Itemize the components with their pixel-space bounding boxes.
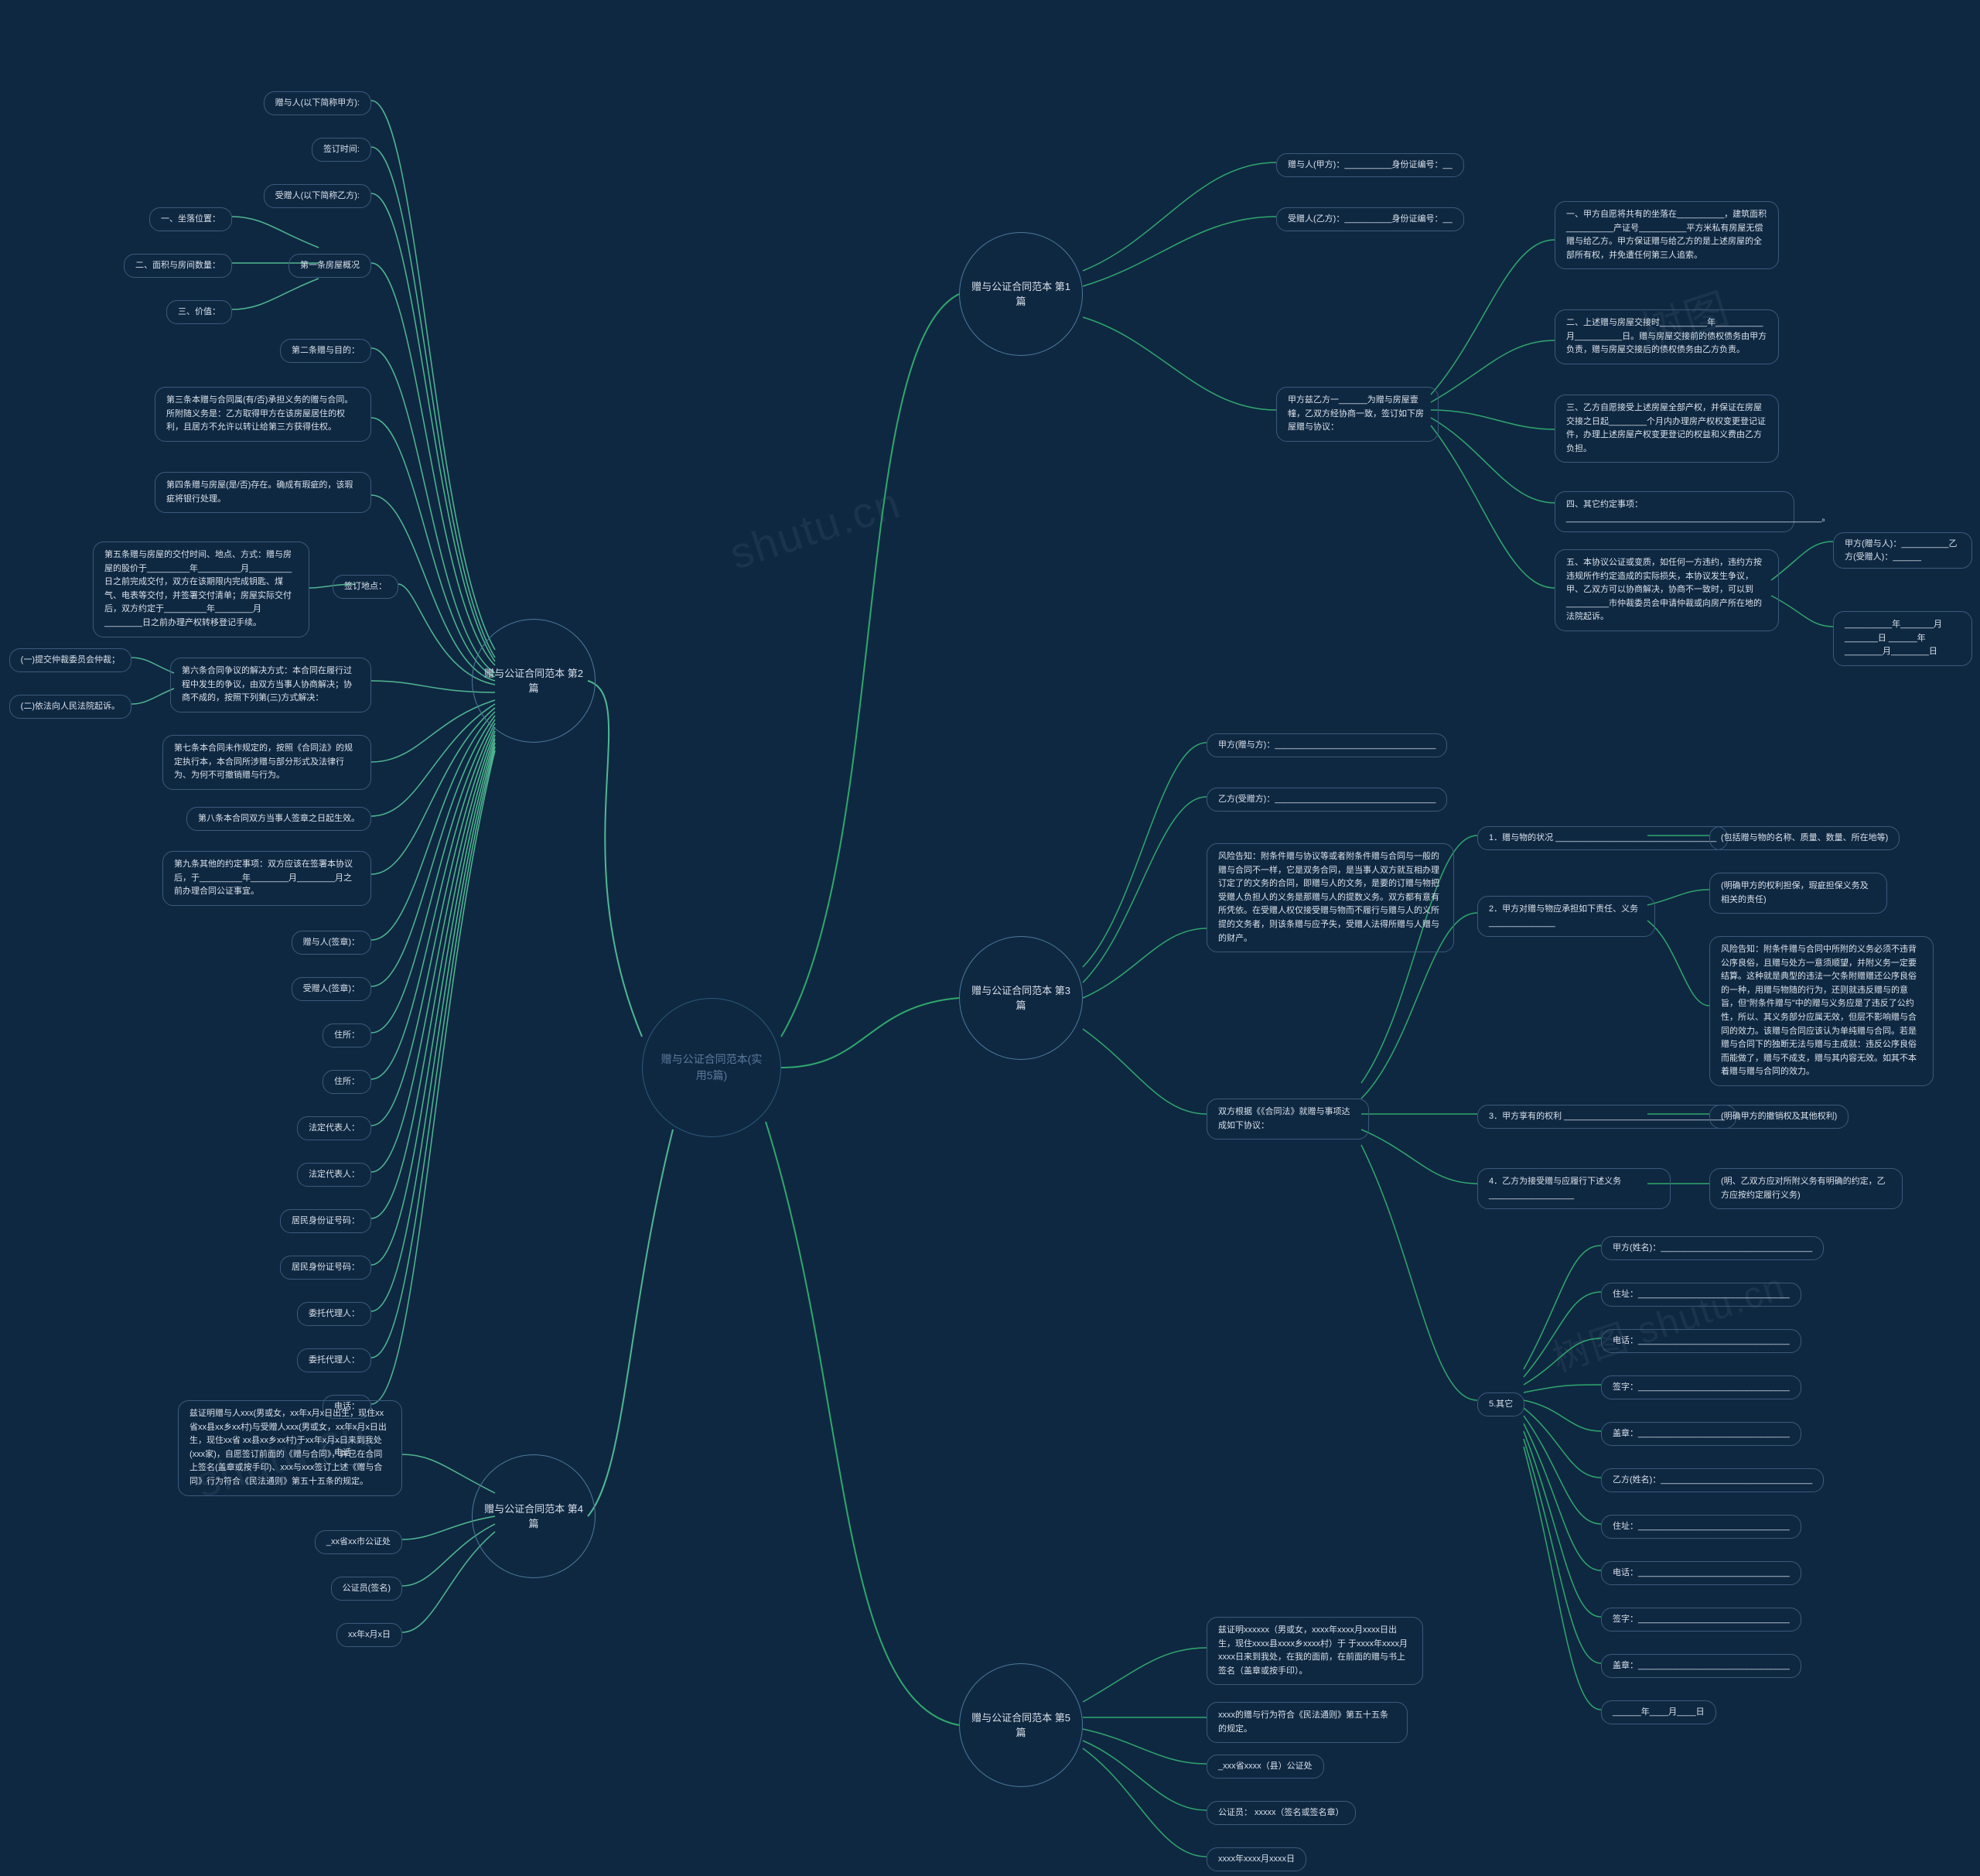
b3-a2note: (明确甲方的权利担保，瑕疵担保义务及相关的责任): [1709, 873, 1887, 914]
b2-n6: 第四条赠与房屋(是/否)存在。确成有瑕疵的，该瑕疵将银行处理。: [155, 472, 371, 513]
b1-sig2: __________年_______月_______日 ______年_____…: [1833, 611, 1972, 666]
b4-n1: 兹证明赠与人xxx(男或女，xx年x月x日出生，现住xx省xx县xx乡xx村)与…: [178, 1400, 402, 1496]
branch-5: 赠与公证合同范本 第5篇: [959, 1663, 1083, 1787]
b4-n2: _xx省xx市公证处: [315, 1530, 402, 1554]
b2-n9b: (二)依法向人民法院起诉。: [9, 695, 131, 719]
b2-n7: 签订地点：: [333, 575, 398, 599]
b3-a2risk: 风险告知：附条件赠与合同中所附的义务必须不违背公序良俗，且赠与处方一意须顺望，并…: [1709, 936, 1934, 1086]
b1-a4: 四、其它约定事项：_______________________________…: [1555, 491, 1794, 532]
b2-g1: 第一条房屋概况: [288, 254, 371, 278]
b1-n2: 受赠人(乙方)：__________身份证编号：__: [1276, 207, 1464, 231]
b3-n3: 风险告知：附条件赠与协议等或者附条件赠与合同与一般的赠与合同不一样，它是双务合同…: [1207, 843, 1454, 952]
b3-s4: 签字：________________________________: [1601, 1375, 1801, 1399]
center-node: 赠与公证合同范本(实用5篇): [642, 998, 781, 1137]
b3-a1: 1．赠与物的状况 _______________________________…: [1477, 826, 1728, 850]
b2-n11: 第八条本合同双方当事人签章之日起生效。: [186, 807, 371, 831]
b5-n5: xxxx年xxxx月xxxx日: [1207, 1847, 1306, 1871]
b3-a3note: (明确甲方的撤销权及其他权利): [1709, 1105, 1849, 1129]
b2-f2: 受赠人(签章)：: [292, 977, 371, 1001]
b4-n4: xx年x月x日: [336, 1623, 402, 1647]
b2-n2: 签订时间:: [312, 138, 371, 162]
b2-n1: 赠与人(以下简称甲方):: [264, 91, 371, 115]
branch-2: 赠与公证合同范本 第2篇: [472, 619, 596, 743]
b2-f9: 委托代理人：: [297, 1302, 371, 1326]
b2-f5: 法定代表人：: [297, 1116, 371, 1140]
b3-agree: 双方根据《《合同法》就赠与事项达成如下协议：: [1207, 1099, 1369, 1140]
b1-a2: 二、上述赠与房屋交接时__________年__________月_______…: [1555, 309, 1779, 364]
b2-n5: 第三条本赠与合同属(有/否)承担义务的赠与合同。所附随义务是：乙方取得甲方在该房…: [155, 387, 371, 442]
b2-f7: 居民身份证号码：: [280, 1209, 371, 1233]
b1-a1: 一、甲方自愿将共有的坐落在__________，建筑面积__________产证…: [1555, 201, 1779, 269]
b1-sig1: 甲方(赠与人)：__________乙方(受赠人)：______: [1833, 532, 1972, 569]
b2-n10: 第七条本合同未作规定的，按照《合同法》的规定执行本，本合同所涉赠与部分形式及法律…: [162, 735, 371, 790]
b5-n3: _xxx省xxxx（县）公证处: [1207, 1755, 1324, 1779]
b4-n3: 公证员(签名): [331, 1577, 402, 1601]
b3-a2: 2．甲方对赠与物应承担如下责任、义务 ______________: [1477, 896, 1655, 937]
watermark: shutu.cn: [724, 477, 907, 579]
b5-n2: xxxx的赠与行为符合《民法通则》第五十五条的规定。: [1207, 1702, 1408, 1743]
b3-s5: 盖章：________________________________: [1601, 1422, 1801, 1446]
b3-n2: 乙方(受赠方)：________________________________…: [1207, 788, 1447, 812]
b2-n8: 第五条赠与房屋的交付时间、地点、方式：赠与房屋的股价于_________年___…: [93, 542, 309, 637]
b3-a4note: (明、乙双方应对所附义务有明确的约定，乙方应按约定履行义务): [1709, 1168, 1903, 1209]
b3-s1: 甲方(姓名)：________________________________: [1601, 1236, 1824, 1260]
b2-g1c: 三、价值：: [166, 300, 232, 324]
b2-f6: 法定代表人：: [297, 1163, 371, 1187]
b3-s7: 住址：________________________________: [1601, 1515, 1801, 1539]
b3-s11: ______年____月____日: [1601, 1700, 1716, 1724]
b1-agree: 甲方兹乙方一______为赠与房屋壹幢，乙双方经协商一致，签订如下房屋赠与协议：: [1276, 387, 1439, 442]
b2-n3: 受赠人(以下简称乙方):: [264, 184, 371, 208]
b3-a1note: (包括赠与物的名称、质量、数量、所在地等): [1709, 826, 1900, 850]
b2-n4: 第二条赠与目的：: [280, 339, 371, 363]
branch-1: 赠与公证合同范本 第1篇: [959, 232, 1083, 356]
b3-s10: 盖章：________________________________: [1601, 1654, 1801, 1678]
b3-a5: 5.其它: [1477, 1392, 1524, 1416]
b3-s3: 电话：________________________________: [1601, 1329, 1801, 1353]
b2-n12: 第九条其他的约定事项：双方应该在签署本协议后，于_________年______…: [162, 851, 371, 906]
branch-4: 赠与公证合同范本 第4篇: [472, 1454, 596, 1578]
b1-n1: 赠与人(甲方)：__________身份证编号：__: [1276, 153, 1464, 177]
b3-s2: 住址：________________________________: [1601, 1283, 1801, 1307]
b2-f10: 委托代理人：: [297, 1348, 371, 1372]
b3-n1: 甲方(赠与方)：________________________________…: [1207, 733, 1447, 757]
b5-n1: 兹证明xxxxxx（男或女，xxxx年xxxx月xxxx日出生，现住xxxx县x…: [1207, 1617, 1423, 1685]
b3-a3: 3．甲方享有的权利 ______________________________…: [1477, 1105, 1736, 1129]
watermark: 树图 shutu.cn: [1545, 1256, 1791, 1382]
b2-n9a: (一)提交仲裁委员会仲裁；: [9, 648, 131, 672]
b3-s8: 电话：________________________________: [1601, 1561, 1801, 1585]
b2-f1: 赠与人(签章)：: [292, 931, 371, 955]
b5-n4: 公证员： xxxxx（签名或签名章）: [1207, 1801, 1356, 1825]
b1-a3: 三、乙方自愿接受上述房屋全部产权，并保证在房屋交接之日起________个月内办…: [1555, 395, 1779, 463]
b2-f3: 住所：: [323, 1023, 371, 1047]
b1-a5: 五、本协议公证或变质，如任何一方违约，违约方按违规所作约定造成的实际损失，本协议…: [1555, 549, 1779, 631]
b3-a4: 4．乙方为接受赠与应履行下述义务 __________________: [1477, 1168, 1671, 1209]
b2-f8: 居民身份证号码：: [280, 1256, 371, 1280]
branch-3: 赠与公证合同范本 第3篇: [959, 936, 1083, 1060]
b2-g1a: 一、坐落位置：: [149, 207, 232, 231]
b3-s9: 签字：________________________________: [1601, 1608, 1801, 1632]
b2-g1b: 二、面积与房间数量：: [124, 254, 232, 278]
b2-n9: 第六条合同争议的解决方式：本合同在履行过程中发生的争议，由双方当事人协商解决；协…: [170, 658, 371, 712]
b3-s6: 乙方(姓名)：________________________________: [1601, 1468, 1824, 1492]
b2-f4: 住所：: [323, 1070, 371, 1094]
